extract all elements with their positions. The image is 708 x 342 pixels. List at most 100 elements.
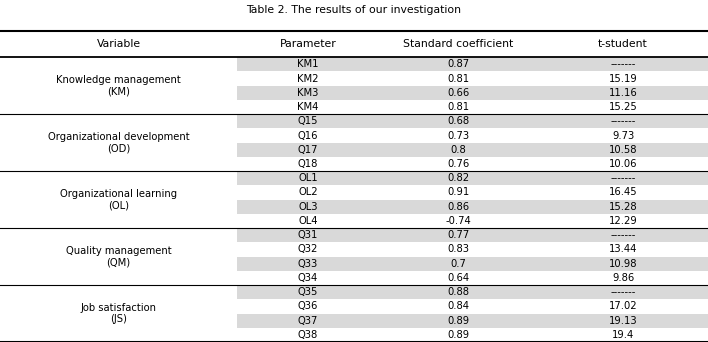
Text: 0.82: 0.82 [447,173,469,183]
Bar [237,157,708,171]
Text: KM3: KM3 [297,88,319,98]
Text: 17.02: 17.02 [609,301,637,312]
Text: 10.58: 10.58 [609,145,637,155]
Text: 13.44: 13.44 [609,245,637,254]
Text: -------: ------- [610,173,636,183]
Text: Q33: Q33 [298,259,318,269]
Text: Q16: Q16 [298,131,318,141]
Bar [0,314,237,328]
Bar [237,200,708,214]
Text: 0.81: 0.81 [447,74,469,83]
Bar [0,129,237,143]
Text: -------: ------- [610,287,636,297]
Bar [0,299,237,314]
Text: Organizational development
(OD): Organizational development (OD) [47,132,190,154]
Bar [237,314,708,328]
Text: 9.73: 9.73 [612,131,634,141]
Bar [0,285,237,299]
Text: 0.87: 0.87 [447,60,469,69]
Bar [237,57,708,71]
Bar [0,57,237,71]
Bar [237,71,708,86]
Bar [0,200,237,214]
Text: Q32: Q32 [298,245,318,254]
Bar [0,100,237,114]
Text: -------: ------- [610,60,636,69]
Bar [237,100,708,114]
Text: t-student: t-student [598,39,648,49]
Text: Q38: Q38 [298,330,318,340]
Text: 0.8: 0.8 [450,145,467,155]
Text: 0.77: 0.77 [447,230,469,240]
Text: 10.98: 10.98 [609,259,637,269]
Text: 0.88: 0.88 [447,287,469,297]
Text: Knowledge management
(KM): Knowledge management (KM) [56,75,181,96]
Text: 0.84: 0.84 [447,301,469,312]
Bar [237,129,708,143]
Text: 15.19: 15.19 [609,74,637,83]
Text: 0.91: 0.91 [447,187,469,197]
Text: Q37: Q37 [298,316,318,326]
Bar [0,256,237,271]
Text: Job satisfaction
(JS): Job satisfaction (JS) [81,303,156,324]
Bar [0,171,237,185]
Text: 0.81: 0.81 [447,102,469,112]
Text: OL4: OL4 [298,216,318,226]
Text: Standard coefficient: Standard coefficient [404,39,513,49]
Text: Q18: Q18 [298,159,318,169]
Text: KM1: KM1 [297,60,319,69]
Bar [0,271,237,285]
Bar [237,328,708,342]
Text: Quality management
(QM): Quality management (QM) [66,246,171,267]
Bar [237,86,708,100]
Bar [0,71,237,86]
Bar [237,299,708,314]
Text: KM4: KM4 [297,102,319,112]
Bar [237,242,708,256]
Text: 15.25: 15.25 [609,102,637,112]
Text: Q35: Q35 [298,287,318,297]
Text: 0.7: 0.7 [450,259,467,269]
Text: Table 2. The results of our investigation: Table 2. The results of our investigatio… [246,5,462,15]
Text: Q17: Q17 [298,145,318,155]
Text: 0.83: 0.83 [447,245,469,254]
Text: 16.45: 16.45 [609,187,637,197]
Text: Q15: Q15 [298,116,318,126]
Bar [0,157,237,171]
Bar [237,285,708,299]
Bar [0,114,237,129]
Bar [0,185,237,200]
Text: KM2: KM2 [297,74,319,83]
Text: 15.28: 15.28 [609,202,637,212]
Text: 0.86: 0.86 [447,202,469,212]
Bar [0,86,237,100]
Text: 0.66: 0.66 [447,88,469,98]
Text: 9.86: 9.86 [612,273,634,283]
Text: 0.89: 0.89 [447,316,469,326]
Bar [237,214,708,228]
Text: Organizational learning
(OL): Organizational learning (OL) [60,189,177,210]
Bar [237,185,708,200]
Text: OL1: OL1 [298,173,318,183]
Text: Q34: Q34 [298,273,318,283]
Bar [237,143,708,157]
Bar [237,271,708,285]
Text: 0.64: 0.64 [447,273,469,283]
Bar [0,214,237,228]
Text: 12.29: 12.29 [609,216,637,226]
Text: 0.73: 0.73 [447,131,469,141]
Text: Q31: Q31 [298,230,318,240]
Text: 19.13: 19.13 [609,316,637,326]
Text: Variable: Variable [96,39,141,49]
Bar [237,228,708,242]
Bar [237,114,708,129]
Bar [0,242,237,256]
Bar [237,256,708,271]
Text: 0.89: 0.89 [447,330,469,340]
Text: OL2: OL2 [298,187,318,197]
Text: -------: ------- [610,116,636,126]
Text: -------: ------- [610,230,636,240]
Text: 0.68: 0.68 [447,116,469,126]
Text: Parameter: Parameter [280,39,336,49]
Bar [0,143,237,157]
